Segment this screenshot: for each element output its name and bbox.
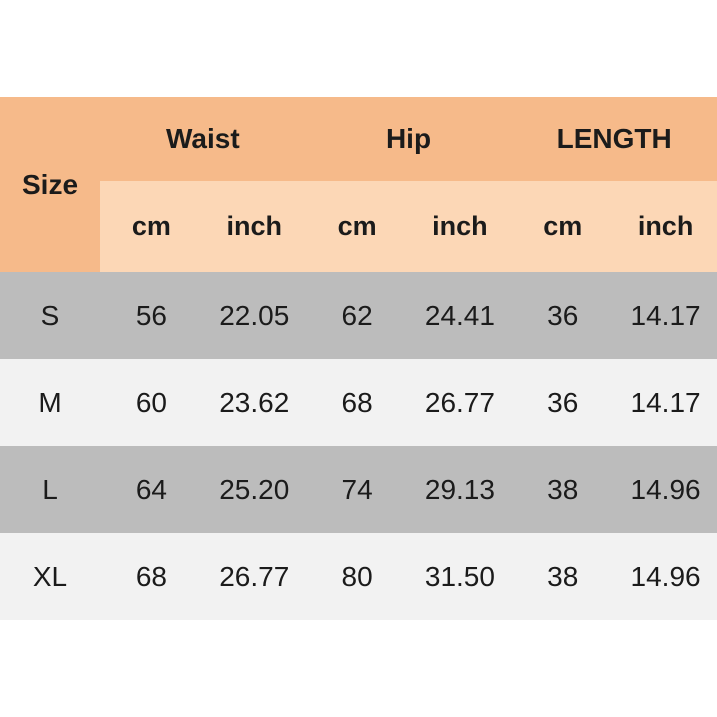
value-cell-waist-cm: 68 [100, 533, 203, 620]
value-cell-length-inch: 14.96 [614, 446, 717, 533]
size-cell: S [0, 272, 100, 359]
value-cell-waist-cm: 64 [100, 446, 203, 533]
value-cell-waist-inch: 22.05 [202, 272, 306, 359]
hip-group-header: Hip [305, 97, 512, 181]
value-cell-waist-inch: 26.77 [202, 533, 306, 620]
size-cell: L [0, 446, 100, 533]
size-cell: M [0, 359, 100, 446]
size-cell: XL [0, 533, 100, 620]
length-cm-header: cm [511, 181, 615, 272]
value-cell-hip-inch: 29.13 [408, 446, 512, 533]
value-cell-length-inch: 14.17 [614, 272, 717, 359]
value-cell-waist-cm: 56 [100, 272, 203, 359]
length-inch-header: inch [614, 181, 717, 272]
value-cell-hip-inch: 26.77 [408, 359, 512, 446]
value-cell-waist-cm: 60 [100, 359, 203, 446]
value-cell-length-cm: 36 [511, 359, 615, 446]
waist-inch-header: inch [202, 181, 306, 272]
value-cell-length-cm: 38 [511, 446, 615, 533]
value-cell-hip-cm: 74 [305, 446, 409, 533]
waist-cm-header: cm [100, 181, 203, 272]
value-cell-hip-cm: 62 [305, 272, 409, 359]
value-cell-length-inch: 14.17 [614, 359, 717, 446]
value-cell-hip-inch: 31.50 [408, 533, 512, 620]
hip-cm-header: cm [305, 181, 409, 272]
value-cell-hip-cm: 68 [305, 359, 409, 446]
length-group-header: LENGTH [511, 97, 717, 181]
value-cell-hip-inch: 24.41 [408, 272, 512, 359]
value-cell-length-cm: 38 [511, 533, 615, 620]
size-chart-table: Size Waist Hip LENGTH cm inch cm inch cm… [0, 97, 717, 620]
size-column-header: Size [0, 97, 100, 272]
value-cell-waist-inch: 25.20 [202, 446, 306, 533]
waist-group-header: Waist [100, 97, 306, 181]
hip-inch-header: inch [408, 181, 512, 272]
value-cell-length-inch: 14.96 [614, 533, 717, 620]
value-cell-length-cm: 36 [511, 272, 615, 359]
value-cell-hip-cm: 80 [305, 533, 409, 620]
value-cell-waist-inch: 23.62 [202, 359, 306, 446]
